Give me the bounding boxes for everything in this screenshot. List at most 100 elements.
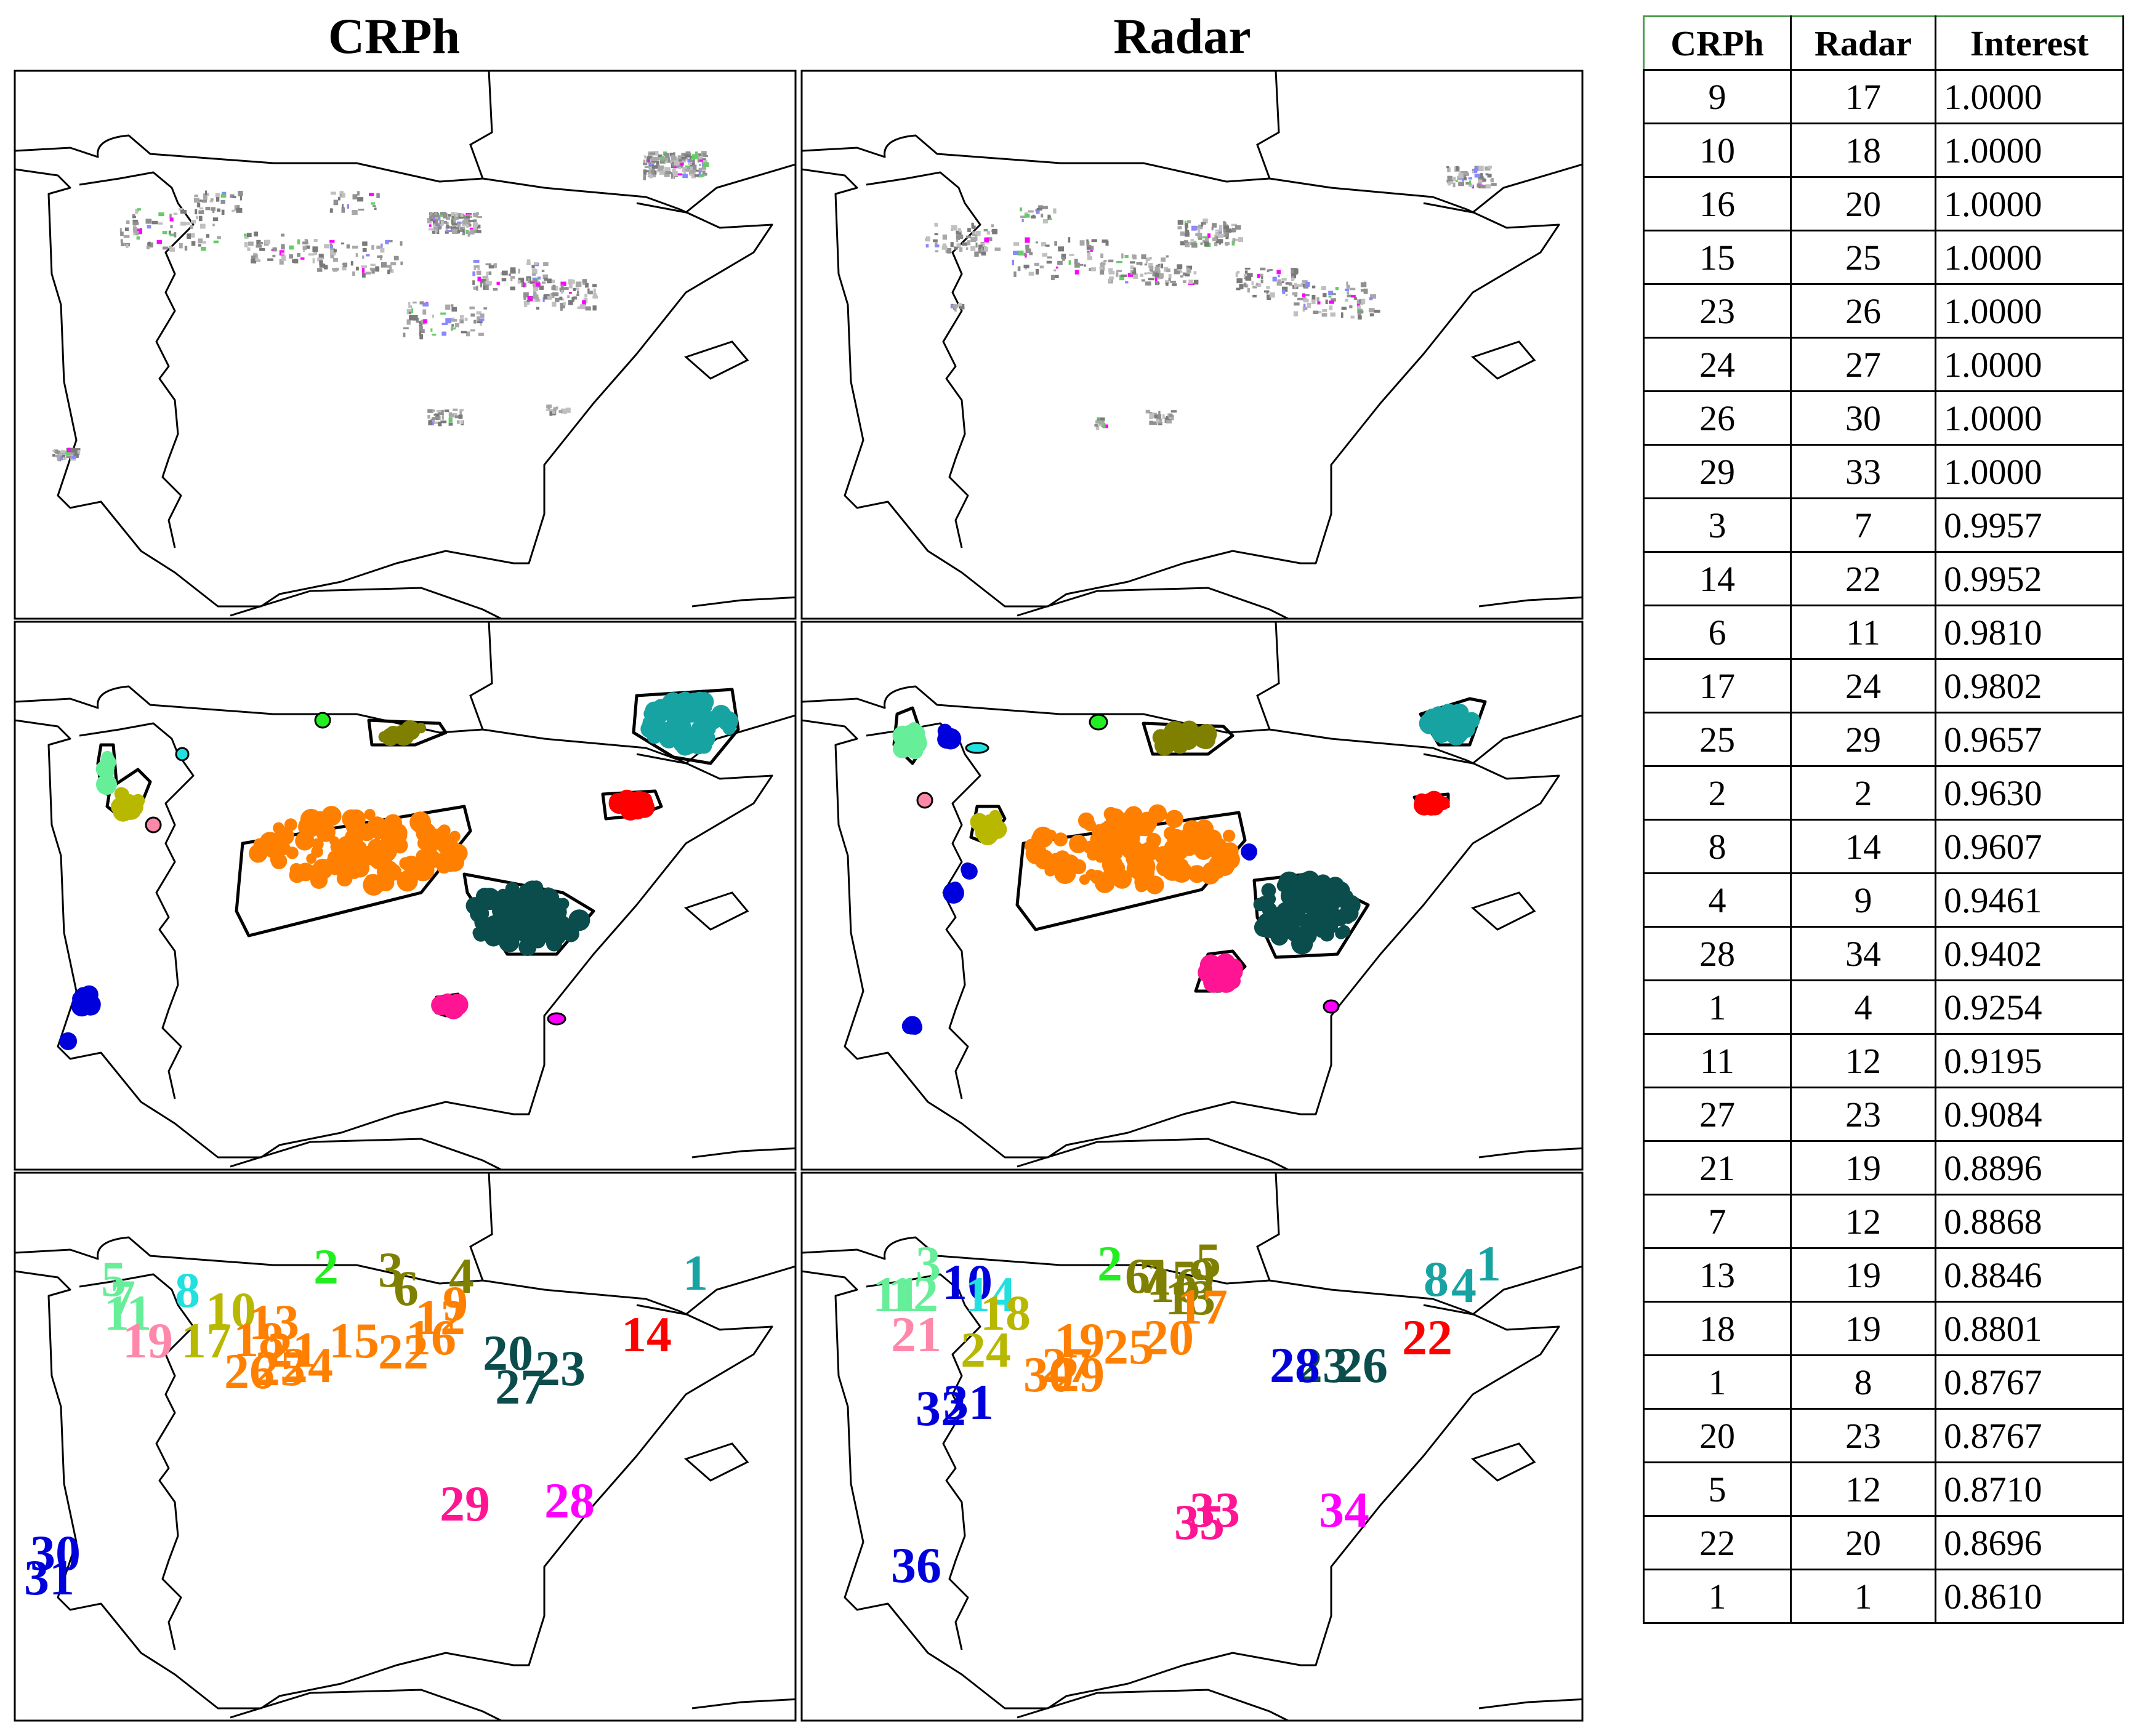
precip-speck [448,422,453,426]
precip-speck [202,241,206,244]
precip-speck [702,172,707,176]
precip-speck [483,307,488,310]
precip-speck [461,320,464,323]
precip-speck [703,153,707,155]
radar-cell: 4 [1790,979,1936,1035]
precip-speck [248,241,254,246]
precip-speck [956,243,961,248]
object-label-r30: 30 [1023,1346,1074,1402]
object-pixel [518,938,537,956]
precip-speck [342,204,344,208]
precip-speck [1191,225,1197,231]
precip-speck [1185,241,1190,247]
precip-speck [1049,218,1052,220]
crph-cell: 8 [1643,819,1792,874]
precip-speck [362,247,367,252]
precip-speck [483,286,486,290]
precip-speck [1045,244,1050,247]
object-label-r23: 23 [1297,1337,1348,1393]
precip-speck [1293,311,1299,317]
precip-speck [71,456,76,459]
precip-speck [1155,282,1158,285]
object-label-30: 30 [30,1525,81,1581]
precip-speck [933,239,938,243]
precip-speck [1207,233,1211,238]
precip-speck [658,165,664,170]
precip-speck [667,157,671,163]
precip-speck [60,450,66,453]
precip-speck [289,245,294,250]
precip-speck [1024,214,1030,218]
object-label-19: 19 [123,1312,173,1368]
precip-speck [1302,280,1308,283]
precip-speck [573,287,576,291]
precip-speck [1185,272,1190,277]
precip-speck [1187,220,1191,223]
precip-speck [1021,219,1024,222]
object-label-12: 12 [415,1289,465,1345]
table-row: 28 34 0.9402 [1643,926,2124,981]
precip-speck [305,245,310,249]
precip-speck [582,300,586,306]
table-row: 29 33 1.0000 [1643,444,2124,499]
object-pixel [485,920,497,931]
precip-speck [312,246,318,252]
object-pixel [1171,736,1189,754]
precip-speck [698,171,701,175]
precip-speck [1328,291,1334,295]
precip-speck [357,197,364,202]
precip-speck [1282,286,1288,292]
precip-speck [374,207,377,211]
precip-speck [1292,292,1298,295]
precip-speck [1312,285,1316,289]
precip-speck [168,230,171,235]
precip-speck [1331,298,1336,302]
object-label-r28: 28 [1270,1337,1320,1393]
precip-speck [146,245,150,249]
object-pixel [1165,810,1183,828]
precip-speck [1087,251,1090,254]
precip-speck [1303,303,1306,308]
interest-cell: 0.9630 [1935,765,2124,821]
precip-speck [370,263,376,267]
interest-cell: 0.8767 [1935,1408,2124,1463]
precip-speck [972,234,977,236]
object-label-r16: 16 [1150,1257,1200,1313]
precip-speck [187,233,191,239]
precip-speck [1307,302,1311,308]
precip-speck [422,309,427,315]
precip-speck [302,246,307,251]
precip-speck [1169,414,1173,417]
precip-speck [244,233,247,236]
precip-speck [698,167,703,173]
precip-speck [390,262,397,265]
precip-speck [406,319,411,325]
precip-speck [456,227,462,230]
precip-speck [951,225,957,231]
precip-speck [695,151,698,156]
precip-speck [1090,246,1094,251]
precip-speck [1154,276,1161,280]
precip-speck [592,284,597,287]
precip-speck [448,214,453,217]
precip-speck [1182,272,1185,276]
precip-speck [1368,308,1375,313]
object-hull [1015,811,1247,931]
object-pixel [1200,864,1220,885]
precip-speck [1061,254,1066,260]
precip-speck [408,311,412,314]
table-row: 5 12 0.8710 [1643,1461,2124,1517]
table-row: 1 4 0.9254 [1643,979,2124,1035]
precip-speck [1345,299,1348,302]
precip-speck [1350,294,1356,298]
precip-speck [1086,239,1089,243]
precip-speck [1456,166,1459,171]
object-label-1: 1 [683,1245,708,1301]
precip-speck [361,265,367,268]
object-pixel [550,904,567,920]
precip-speck [423,319,427,324]
object-pixel [550,928,566,945]
precip-speck [329,240,335,243]
precip-speck [493,287,498,291]
precip-speck [201,247,206,251]
